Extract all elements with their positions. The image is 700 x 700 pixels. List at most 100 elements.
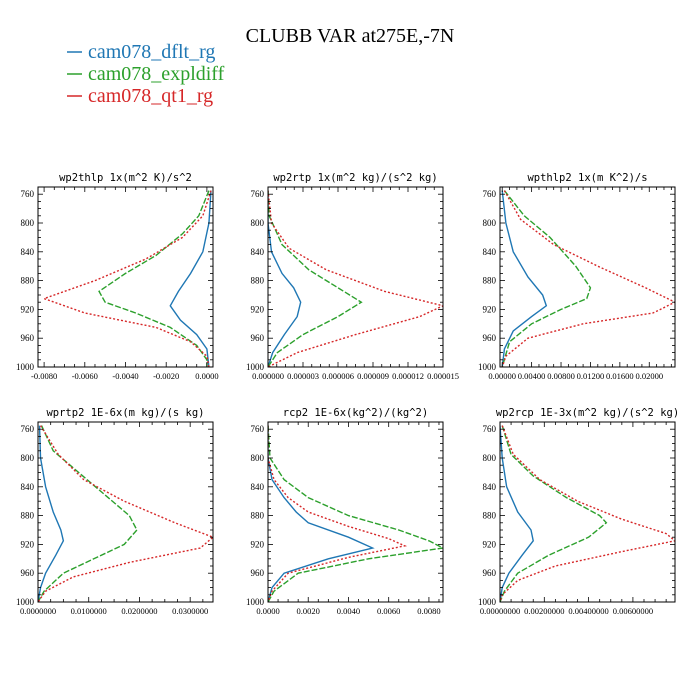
legend-label: cam078_dflt_rg	[88, 41, 215, 63]
x-tick-label: 0.000000	[252, 371, 284, 381]
panel-title: wp2thlp 1x(m^2 K)/s^2	[59, 172, 192, 184]
legend-label: cam078_expldiff	[88, 63, 225, 85]
y-tick-label: 840	[483, 482, 497, 492]
x-tick-label: -0.0060	[72, 371, 98, 381]
y-tick-label: 760	[251, 189, 265, 199]
y-tick-label: 920	[251, 539, 265, 549]
chart-panel: wp2thlp 1x(m^2 K)/s^2 760 800 840 880 920 960 1…	[16, 172, 219, 381]
panel-frame	[499, 421, 676, 603]
y-tick-label: 760	[483, 424, 497, 434]
legend-label: cam078_qt1_rg	[88, 85, 213, 107]
y-tick-label: 800	[251, 218, 265, 228]
x-tick-label: 0.00000	[488, 371, 516, 381]
chart-panels: wp2thlp 1x(m^2 K)/s^2 760 800 840 880 920 960 1…	[16, 172, 679, 616]
y-tick-label: 920	[21, 304, 35, 314]
x-tick-label: 0.000003	[287, 371, 319, 381]
x-tick-label: 0.0000	[256, 606, 279, 616]
x-tick-label: 0.0300000	[172, 606, 208, 616]
x-tick-label: 0.00600000	[613, 606, 653, 616]
x-tick-label: 0.00400000	[568, 606, 608, 616]
x-tick-label: 0.0000000	[20, 606, 56, 616]
x-tick-label: -0.0040	[112, 371, 138, 381]
y-tick-label: 760	[21, 189, 35, 199]
y-tick-label: 840	[251, 482, 265, 492]
x-tick-label: 0.0040	[337, 606, 360, 616]
series-line-cam078_expldiff	[268, 190, 363, 367]
x-tick-label: 0.00400	[518, 371, 546, 381]
y-tick-label: 760	[21, 424, 35, 434]
series-line-cam078_qt1_rg	[500, 425, 675, 602]
y-tick-label: 880	[483, 276, 497, 286]
x-tick-label: 0.00200000	[524, 606, 564, 616]
y-tick-label: 1000	[246, 597, 265, 607]
x-tick-label: 0.01200	[577, 371, 605, 381]
y-tick-label: 800	[251, 453, 265, 463]
series-line-cam078_dflt_rg	[500, 425, 534, 602]
panel-title: wpthlp2 1x(m K^2)/s	[527, 172, 647, 184]
y-tick-label: 800	[483, 218, 497, 228]
y-tick-label: 1000	[16, 597, 35, 607]
y-tick-label: 1000	[246, 362, 265, 372]
y-tick-label: 960	[251, 333, 265, 343]
y-tick-label: 880	[21, 276, 35, 286]
y-tick-label: 880	[251, 511, 265, 521]
panel-title: wp2rcp 1E-3x(m^2 kg)/(s^2 kg)	[496, 407, 679, 419]
x-tick-label: 0.00000000	[480, 606, 520, 616]
x-tick-label: 0.000006	[322, 371, 354, 381]
series-line-cam078_dflt_rg	[501, 190, 548, 367]
y-tick-label: 960	[483, 333, 497, 343]
series-line-cam078_expldiff	[38, 425, 138, 602]
chart-panel: wpthlp2 1x(m K^2)/s 760 800 840 880 920 960 100…	[478, 172, 676, 381]
y-tick-label: 880	[251, 276, 265, 286]
series-line-cam078_dflt_rg	[268, 425, 375, 602]
x-tick-label: 0.000015	[427, 371, 459, 381]
series-line-cam078_expldiff	[98, 190, 210, 367]
series-line-cam078_expldiff	[500, 425, 608, 602]
x-tick-label: 0.0000	[195, 371, 218, 381]
y-tick-label: 800	[21, 453, 35, 463]
y-tick-label: 960	[21, 333, 35, 343]
chart-panel: wp2rtp 1x(m^2 kg)/(s^2 kg) 760 800 840 880 92…	[246, 172, 459, 381]
panel-frame	[499, 186, 676, 368]
y-tick-label: 800	[483, 453, 497, 463]
panel-title: rcp2 1E-6x(kg^2)/(kg^2)	[283, 407, 428, 419]
series-line-cam078_dflt_rg	[38, 425, 65, 602]
y-tick-label: 920	[251, 304, 265, 314]
series-line-cam078_qt1_rg	[38, 425, 213, 602]
x-tick-label: 0.000009	[357, 371, 389, 381]
y-tick-label: 960	[251, 568, 265, 578]
series-line-cam078_dflt_rg	[169, 190, 212, 367]
x-tick-label: -0.0080	[31, 371, 57, 381]
x-tick-label: 0.000012	[392, 371, 424, 381]
series-line-cam078_expldiff	[501, 190, 592, 367]
y-tick-label: 1000	[478, 362, 497, 372]
series-line-cam078_qt1_rg	[501, 190, 675, 367]
y-tick-label: 960	[483, 568, 497, 578]
y-tick-label: 840	[483, 247, 497, 257]
y-tick-label: 920	[21, 539, 35, 549]
series-line-cam078_dflt_rg	[268, 190, 302, 367]
y-tick-label: 800	[21, 218, 35, 228]
series-line-cam078_qt1_rg	[268, 425, 408, 602]
y-tick-label: 920	[483, 539, 497, 549]
y-tick-label: 840	[21, 247, 35, 257]
figure-title: CLUBB VAR at275E,-7N	[246, 25, 455, 47]
panel-frame	[267, 421, 444, 603]
x-tick-label: 0.00800	[547, 371, 575, 381]
y-tick-label: 1000	[16, 362, 35, 372]
x-tick-label: 0.02000	[635, 371, 663, 381]
panel-frame	[37, 421, 214, 603]
y-tick-label: 880	[483, 511, 497, 521]
y-tick-label: 760	[251, 424, 265, 434]
x-tick-label: 0.0060	[377, 606, 400, 616]
y-tick-label: 880	[21, 511, 35, 521]
chart-panel: rcp2 1E-6x(kg^2)/(kg^2) 760 800 840 880 920 96…	[246, 407, 444, 616]
x-tick-label: 0.0080	[417, 606, 440, 616]
x-tick-label: 0.0020	[297, 606, 320, 616]
y-tick-label: 840	[21, 482, 35, 492]
y-tick-label: 1000	[478, 597, 497, 607]
chart-panel: wprtp2 1E-6x(m kg)/(s kg) 760 800 840 880 920…	[16, 407, 214, 616]
x-tick-label: 0.01600	[606, 371, 634, 381]
series-line-cam078_qt1_rg	[42, 190, 212, 367]
